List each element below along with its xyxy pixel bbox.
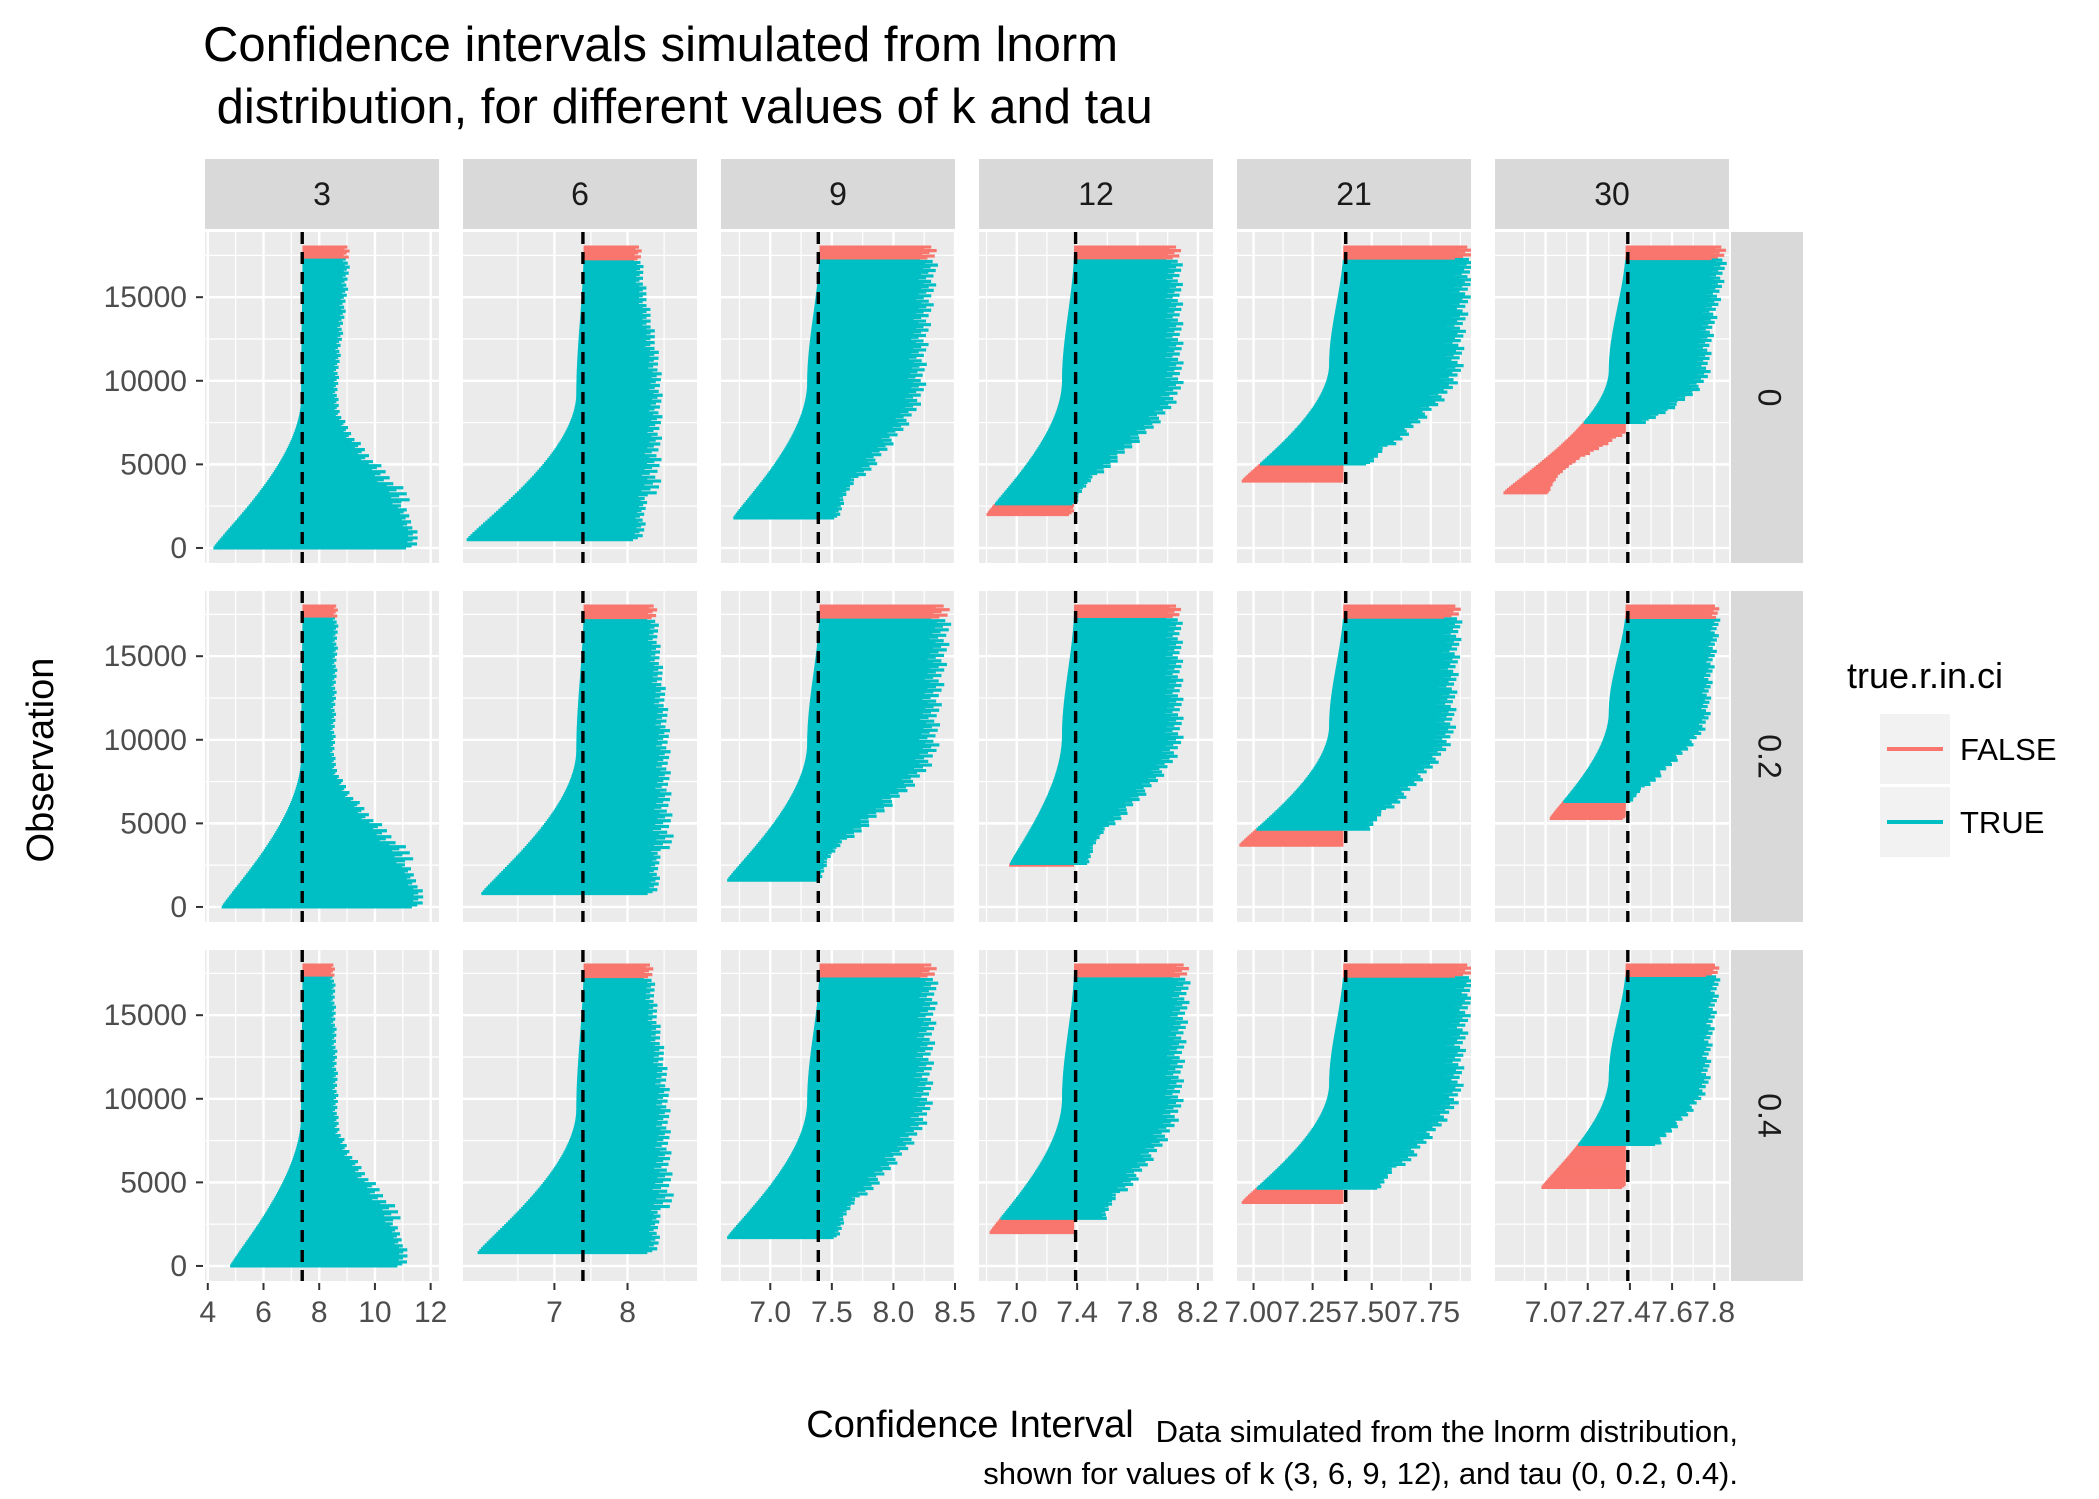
panel-k3-tau0.4 xyxy=(205,950,439,1281)
y-tick-label: 0 xyxy=(170,891,187,924)
x-tick-label: 7.2 xyxy=(1567,1296,1609,1329)
strip-label-tau-0.2: 0.2 xyxy=(1752,734,1788,778)
strip-tau-0.2 xyxy=(1731,591,1803,922)
x-tick-label: 8 xyxy=(619,1296,636,1329)
y-tick-label: 10000 xyxy=(104,724,187,757)
x-tick-label: 8.2 xyxy=(1177,1296,1219,1329)
x-axes: 4 6 8 10 12 7 8 7.0 7.5 8.0 8.5 7.0 7.4 7.8 8.2 7.00 7.2… xyxy=(199,1283,1735,1329)
panel-k9-tau0 xyxy=(721,232,957,563)
strip-label-k-3: 3 xyxy=(313,176,331,212)
y-tick-label: 5000 xyxy=(120,1166,187,1199)
strip-label-k-21: 21 xyxy=(1336,176,1372,212)
x-axis-title: Confidence Interval xyxy=(806,1404,1133,1446)
panel-k21-tau0 xyxy=(1237,232,1471,563)
strip-label-tau-0.4: 0.4 xyxy=(1752,1093,1788,1137)
strip-k-12 xyxy=(979,159,1213,229)
y-tick-label: 0 xyxy=(170,1250,187,1283)
facet-strips: 3 6 9 12 21 30 0 0.2 0.4 xyxy=(205,159,1803,1281)
legend-title: true.r.in.ci xyxy=(1847,655,2003,696)
x-tick-label: 10 xyxy=(358,1296,391,1329)
panel-k30-tau0.2 xyxy=(1495,591,1729,922)
strip-tau-0 xyxy=(1731,232,1803,563)
chart-title-line2: distribution, for different values of k … xyxy=(203,80,1153,134)
strip-label-tau-0: 0 xyxy=(1752,389,1788,407)
x-tick-label: 7.4 xyxy=(1609,1296,1651,1329)
panel-k30-tau0.4 xyxy=(1495,950,1729,1281)
panel-k3-tau0.2 xyxy=(205,591,439,922)
caption-line2: shown for values of k (3, 6, 9, 12), and… xyxy=(983,1456,1738,1491)
x-tick-label: 7.0 xyxy=(749,1296,791,1329)
y-axis-title: Observation xyxy=(20,658,62,863)
caption-line1: Data simulated from the lnorm distributi… xyxy=(1156,1414,1738,1449)
x-tick-label: 7.8 xyxy=(1117,1296,1159,1329)
x-tick-label: 7.8 xyxy=(1693,1296,1735,1329)
panel-k21-tau0.4 xyxy=(1237,950,1471,1281)
x-tick-label: 4 xyxy=(199,1296,216,1329)
x-tick-label: 7.4 xyxy=(1056,1296,1098,1329)
y-tick-label: 5000 xyxy=(120,807,187,840)
strip-k-30 xyxy=(1495,159,1729,229)
y-tick-label: 15000 xyxy=(104,640,187,673)
legend-label-false: FALSE xyxy=(1960,732,2057,767)
panel-k21-tau0.2 xyxy=(1237,591,1471,922)
x-tick-label: 6 xyxy=(255,1296,272,1329)
y-tick-label: 15000 xyxy=(104,281,187,314)
panel-k6-tau0.4 xyxy=(463,950,697,1281)
legend-label-true: TRUE xyxy=(1960,805,2044,840)
legend: true.r.in.ci FALSE TRUE xyxy=(1847,655,2057,857)
strip-label-k-6: 6 xyxy=(571,176,589,212)
x-tick-label: 12 xyxy=(414,1296,447,1329)
facet-panels xyxy=(205,232,1729,1281)
x-tick-label: 7.6 xyxy=(1651,1296,1693,1329)
panel-k6-tau0.2 xyxy=(463,591,697,922)
panel-k12-tau0.2 xyxy=(979,591,1213,922)
strip-k-6 xyxy=(463,159,697,229)
x-tick-label: 7.0 xyxy=(1525,1296,1567,1329)
x-tick-label: 7.50 xyxy=(1343,1296,1401,1329)
y-tick-label: 0 xyxy=(170,532,187,565)
x-tick-label: 7 xyxy=(546,1296,563,1329)
panel-k9-tau0.4 xyxy=(721,950,957,1281)
y-tick-label: 15000 xyxy=(104,999,187,1032)
panel-k6-tau0 xyxy=(463,232,697,563)
strip-k-21 xyxy=(1237,159,1471,229)
strip-tau-0.4 xyxy=(1731,950,1803,1281)
y-axes: 0 5000 10000 15000 0 5000 10000 15000 0 5000 10000… xyxy=(104,281,203,1283)
strip-k-3 xyxy=(205,159,439,229)
y-tick-label: 10000 xyxy=(104,1083,187,1116)
x-tick-label: 8 xyxy=(311,1296,328,1329)
panel-k12-tau0 xyxy=(979,232,1213,563)
y-tick-label: 5000 xyxy=(120,448,187,481)
x-tick-label: 7.75 xyxy=(1402,1296,1460,1329)
panel-k30-tau0 xyxy=(1495,232,1729,563)
strip-k-9 xyxy=(721,159,955,229)
panel-k3-tau0 xyxy=(205,232,439,563)
strip-label-k-9: 9 xyxy=(829,176,847,212)
panel-k12-tau0.4 xyxy=(979,950,1213,1281)
x-tick-label: 8.0 xyxy=(873,1296,915,1329)
strip-label-k-30: 30 xyxy=(1594,176,1630,212)
x-tick-label: 7.0 xyxy=(996,1296,1038,1329)
x-tick-label: 7.00 xyxy=(1224,1296,1282,1329)
chart-title-line1: Confidence intervals simulated from lnor… xyxy=(203,18,1118,72)
panel-k9-tau0.2 xyxy=(721,591,957,922)
x-tick-label: 8.5 xyxy=(934,1296,976,1329)
x-tick-label: 7.5 xyxy=(811,1296,853,1329)
x-tick-label: 7.25 xyxy=(1283,1296,1341,1329)
strip-label-k-12: 12 xyxy=(1078,176,1114,212)
y-tick-label: 10000 xyxy=(104,365,187,398)
